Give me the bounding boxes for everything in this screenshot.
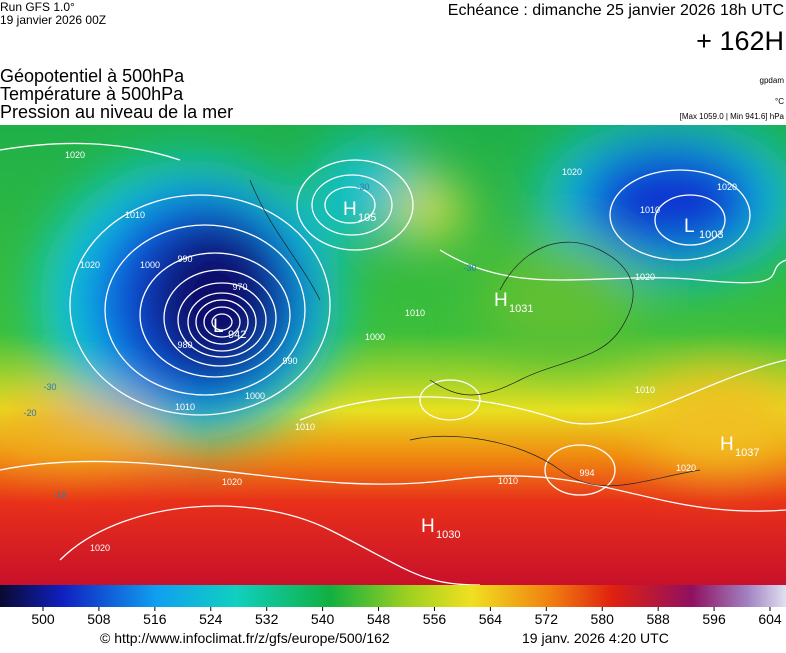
- colorbar-label: 572: [535, 611, 559, 627]
- forecast-time: Echéance : dimanche 25 janvier 2026 18h …: [448, 2, 784, 19]
- colorbar: [0, 585, 786, 607]
- pressure-value: 1031: [509, 303, 533, 315]
- field: Pression au niveau de la mer: [0, 102, 233, 122]
- contour-label: -30: [43, 382, 56, 392]
- contour-label: 1010: [175, 402, 195, 412]
- colorbar-label: 564: [479, 611, 503, 627]
- colorbar-label: 500: [31, 611, 55, 627]
- contour-label: 1020: [80, 260, 100, 270]
- pressure-center: H: [421, 516, 435, 537]
- contour-label: -10: [53, 490, 66, 500]
- contour-label: 1010: [635, 385, 655, 395]
- contour-label: 1020: [562, 167, 582, 177]
- contour-label: 1000: [140, 260, 160, 270]
- unit: [Max 1059.0 | Min 941.6] hPa: [680, 112, 785, 121]
- colorbar-label: 596: [702, 611, 726, 627]
- colorbar-label: 548: [367, 611, 391, 627]
- pressure-center: H: [343, 199, 357, 220]
- colorbar-label: 524: [199, 611, 223, 627]
- contour-label: 1020: [635, 272, 655, 282]
- map: [0, 125, 786, 585]
- contour-label: -20: [23, 408, 36, 418]
- run-date: 19 janvier 2026 00Z: [0, 13, 106, 27]
- pressure-center: L: [684, 216, 695, 237]
- contour-label: -30: [463, 263, 476, 273]
- source-url: © http://www.infoclimat.fr/z/gfs/europe/…: [100, 630, 390, 646]
- pressure-value: 942: [228, 329, 246, 341]
- colorbar-label: 588: [646, 611, 670, 627]
- unit: °C: [775, 97, 784, 106]
- run: Run GFS 1.0°: [0, 0, 75, 14]
- pressure-center: H: [720, 434, 734, 455]
- contour-label: 1000: [365, 332, 385, 342]
- contour-label: 990: [282, 356, 297, 366]
- colorbar-label: 540: [311, 611, 335, 627]
- colorbar-label: 532: [255, 611, 279, 627]
- contour-label: 1010: [498, 476, 518, 486]
- contour-label: 1020: [65, 150, 85, 160]
- contour-label: 994: [579, 468, 594, 478]
- contour-label: 970: [232, 282, 247, 292]
- contour-label: 1010: [640, 205, 660, 215]
- contour-label: 1000: [245, 391, 265, 401]
- colorbar-label: 580: [591, 611, 615, 627]
- contour-label: 990: [177, 254, 192, 264]
- pressure-value: 1037: [735, 447, 759, 459]
- pressure-center: L: [213, 316, 224, 337]
- field: Température à 500hPa: [0, 84, 184, 104]
- unit: gpdam: [760, 76, 785, 85]
- contour-label: 1020: [676, 463, 696, 473]
- colorbar-label: 516: [143, 611, 167, 627]
- field: Géopotentiel à 500hPa: [0, 66, 185, 86]
- contour-label: 980: [177, 340, 192, 350]
- pressure-value: 1003: [699, 229, 723, 241]
- contour-label: -30: [356, 182, 369, 192]
- contour-label: 1020: [222, 477, 242, 487]
- contour-label: 1010: [405, 308, 425, 318]
- contour-label: 1020: [717, 182, 737, 192]
- contour-label: 1010: [295, 422, 315, 432]
- colorbar-label: 508: [87, 611, 111, 627]
- colorbar-label: 556: [423, 611, 447, 627]
- contour-label: 1010: [125, 210, 145, 220]
- pressure-value: 1030: [436, 529, 460, 541]
- generated-time: 19 janv. 2026 4:20 UTC: [522, 630, 669, 646]
- colorbar-label: 604: [758, 611, 782, 627]
- lead-time: + 162H: [696, 26, 784, 56]
- pressure-value: 105: [358, 212, 376, 224]
- pressure-center: H: [494, 290, 508, 311]
- contour-label: 1020: [90, 543, 110, 553]
